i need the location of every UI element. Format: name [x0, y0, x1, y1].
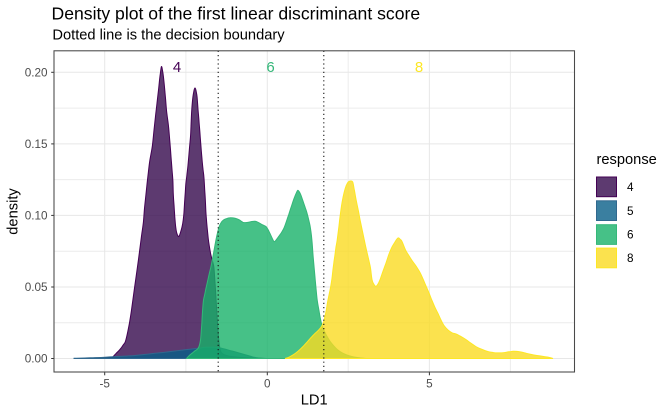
svg-text:Density plot of the first line: Density plot of the first linear discrim… [52, 4, 421, 24]
svg-text:response: response [597, 152, 657, 168]
svg-text:0: 0 [264, 377, 271, 390]
svg-text:5: 5 [426, 377, 433, 390]
svg-text:0.20: 0.20 [25, 67, 48, 80]
svg-text:0.10: 0.10 [25, 210, 48, 223]
svg-text:Dotted line is the decision bo: Dotted line is the decision boundary [52, 27, 285, 43]
svg-text:density: density [6, 188, 22, 235]
svg-text:4: 4 [173, 59, 181, 76]
svg-text:8: 8 [415, 59, 423, 76]
svg-text:0.05: 0.05 [25, 281, 48, 294]
svg-text:5: 5 [627, 205, 634, 218]
svg-text:6: 6 [627, 229, 634, 242]
svg-text:8: 8 [627, 252, 634, 265]
svg-text:6: 6 [266, 59, 274, 76]
svg-text:-5: -5 [99, 377, 110, 390]
svg-text:4: 4 [627, 181, 634, 194]
svg-text:0.00: 0.00 [25, 353, 48, 366]
svg-text:0.15: 0.15 [25, 138, 48, 151]
svg-text:LD1: LD1 [301, 392, 328, 408]
